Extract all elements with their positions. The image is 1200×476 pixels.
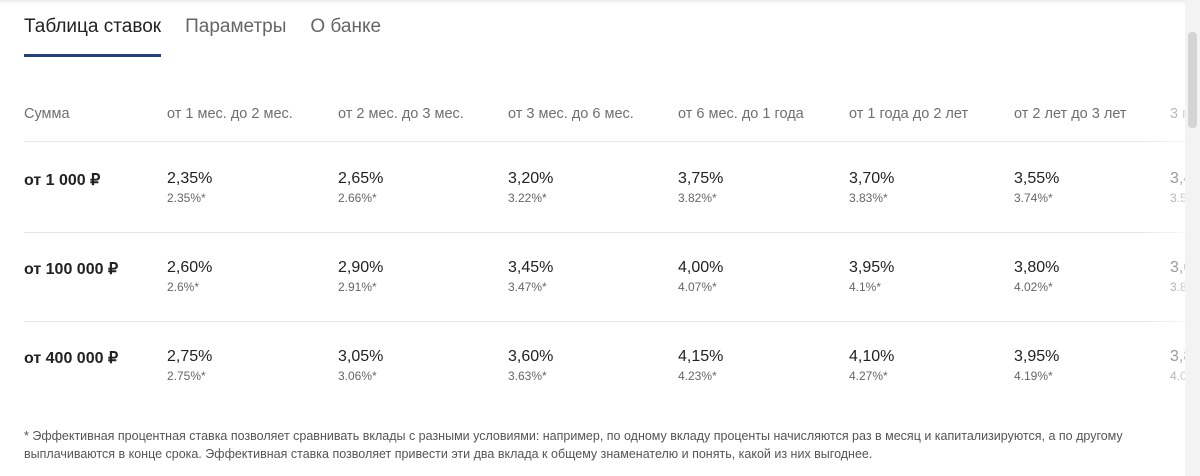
rate-cell: 2,90% 2.91%* xyxy=(338,259,383,295)
effective-rate: 3.83%* xyxy=(849,191,888,205)
rate-value: 3,95% xyxy=(849,259,895,276)
rate-cell: 3,95% 4.1%* xyxy=(849,259,894,295)
column-header-term: от 3 мес. до 6 мес. xyxy=(508,106,634,122)
rate-value: 2,75% xyxy=(167,348,213,365)
tab-about-bank[interactable]: О банке xyxy=(310,16,382,37)
tab-parameters[interactable]: Параметры xyxy=(185,16,287,37)
rate-cell: 3,75% 3.82%* xyxy=(678,170,723,206)
amount-cell: от 400 000 ₽ xyxy=(24,350,119,367)
rates-table: Сумма от 1 мес. до 2 мес. от 2 мес. до 3… xyxy=(24,94,1200,406)
rate-cell: 3,70% 3.83%* xyxy=(849,170,894,206)
effective-rate: 2.75%* xyxy=(167,369,206,383)
rate-cell: 2,65% 2.66%* xyxy=(338,170,383,206)
effective-rate: 4.1%* xyxy=(849,280,882,294)
rate-value: 4,00% xyxy=(678,259,724,276)
rate-value: 3,95% xyxy=(1014,348,1060,365)
scrollbar-thumb[interactable] xyxy=(1188,32,1197,128)
effective-rate: 2.35%* xyxy=(167,191,206,205)
effective-rate: 4.02%* xyxy=(1014,280,1053,294)
top-edge xyxy=(0,0,1200,4)
rate-cell: 3,55% 3.74%* xyxy=(1014,170,1059,206)
effective-rate: 3.06%* xyxy=(338,369,377,383)
effective-rate: 2.91%* xyxy=(338,280,377,294)
rate-value: 3,05% xyxy=(338,348,384,365)
effective-rate: 4.07%* xyxy=(678,280,717,294)
rate-cell: 2,60% 2.6%* xyxy=(167,259,212,295)
column-header-term: от 1 мес. до 2 мес. xyxy=(167,106,293,122)
rate-value: 2,65% xyxy=(338,170,384,187)
rate-cell: 3,20% 3.22%* xyxy=(508,170,553,206)
effective-rate: 3.47%* xyxy=(508,280,547,294)
footnote-line: * Эффективная процентная ставка позволяе… xyxy=(24,429,1123,443)
effective-rate: 2.66%* xyxy=(338,191,377,205)
rate-value: 3,20% xyxy=(508,170,554,187)
effective-rate: 3.74%* xyxy=(1014,191,1053,205)
rate-value: 4,15% xyxy=(678,348,724,365)
tab-rates-table[interactable]: Таблица ставок xyxy=(24,0,162,57)
rate-value: 3,60% xyxy=(508,348,554,365)
tab-bar: Таблица ставок Параметры О банке xyxy=(24,0,405,57)
rate-cell: 2,75% 2.75%* xyxy=(167,348,212,384)
effective-rate: 3.63%* xyxy=(508,369,547,383)
column-header-term: от 2 лет до 3 лет xyxy=(1014,106,1127,122)
rate-value: 3,75% xyxy=(678,170,724,187)
rate-value: 3,80% xyxy=(1014,259,1060,276)
footnote-line: выплачиваются в конце срока. Эффективная… xyxy=(24,447,873,461)
rate-value: 2,90% xyxy=(338,259,384,276)
rate-value: 3,45% xyxy=(508,259,554,276)
rate-value: 3,70% xyxy=(849,170,895,187)
table-header-row: Сумма от 1 мес. до 2 мес. от 2 мес. до 3… xyxy=(24,94,1200,142)
rate-cell: 3,60% 3.63%* xyxy=(508,348,553,384)
rate-value: 2,60% xyxy=(167,259,213,276)
column-header-term: от 6 мес. до 1 года xyxy=(678,106,804,122)
column-header-term: от 2 мес. до 3 мес. xyxy=(338,106,464,122)
effective-rate: 3.22%* xyxy=(508,191,547,205)
rate-cell: 4,00% 4.07%* xyxy=(678,259,723,295)
table-row: от 1 000 ₽ 2,35% 2.35%* 2,65% 2.66%* 3,2… xyxy=(24,142,1200,233)
rate-cell: 4,10% 4.27%* xyxy=(849,348,894,384)
rate-value: 2,35% xyxy=(167,170,213,187)
effective-rate: 4.23%* xyxy=(678,369,717,383)
effective-rate: 4.27%* xyxy=(849,369,888,383)
effective-rate: 2.6%* xyxy=(167,280,200,294)
rate-value: 3,55% xyxy=(1014,170,1060,187)
table-row: от 100 000 ₽ 2,60% 2.6%* 2,90% 2.91%* 3,… xyxy=(24,231,1200,322)
rate-cell: 4,15% 4.23%* xyxy=(678,348,723,384)
rate-cell: 3,95% 4.19%* xyxy=(1014,348,1059,384)
amount-cell: от 1 000 ₽ xyxy=(24,172,101,189)
rate-value: 4,10% xyxy=(849,348,895,365)
rate-cell: 2,35% 2.35%* xyxy=(167,170,212,206)
vertical-scrollbar[interactable] xyxy=(1185,0,1200,476)
rate-cell: 3,05% 3.06%* xyxy=(338,348,383,384)
column-header-amount: Сумма xyxy=(24,106,70,122)
effective-rate: 3.82%* xyxy=(678,191,717,205)
amount-cell: от 100 000 ₽ xyxy=(24,261,119,278)
rate-cell: 3,45% 3.47%* xyxy=(508,259,553,295)
effective-rate: 4.19%* xyxy=(1014,369,1053,383)
effective-rate-footnote: * Эффективная процентная ставка позволяе… xyxy=(24,427,1144,463)
rate-cell: 3,80% 4.02%* xyxy=(1014,259,1059,295)
table-row: от 400 000 ₽ 2,75% 2.75%* 3,05% 3.06%* 3… xyxy=(24,320,1200,406)
column-header-term: от 1 года до 2 лет xyxy=(849,106,969,122)
